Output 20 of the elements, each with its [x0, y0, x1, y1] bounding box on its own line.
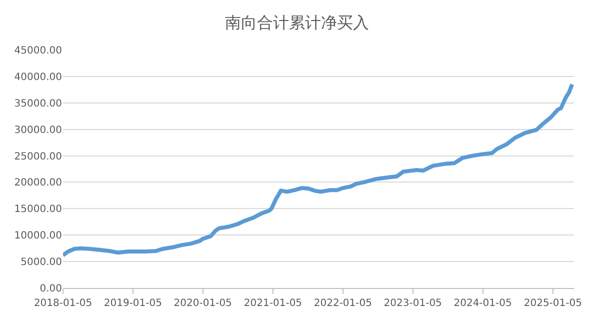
x-tick-label: 2018-01-05: [34, 298, 92, 309]
y-tick-label: 10000.00: [14, 230, 62, 242]
x-tick-label: 2022-01-05: [314, 298, 372, 309]
x-tick-label: 2020-01-05: [174, 298, 232, 309]
y-tick-label: 30000.00: [14, 124, 62, 136]
y-tick-label: 5000.00: [20, 257, 62, 268]
line-series: [63, 82, 574, 258]
y-tick-label: 35000.00: [14, 98, 62, 110]
y-tick-label: 25000.00: [14, 151, 62, 162]
chart-title: 南向合计累计净买入: [225, 13, 369, 32]
x-tick-label: 2019-01-05: [104, 298, 162, 309]
y-tick-label: 15000.00: [14, 204, 62, 216]
x-tick-label: 2021-01-05: [244, 298, 302, 309]
y-tick-label: 20000.00: [14, 178, 62, 189]
x-tick-label: 2025-01-05: [524, 298, 582, 309]
y-tick-label: 45000.00: [14, 46, 62, 56]
x-tick-label: 2023-01-05: [384, 298, 442, 309]
y-tick-label: 40000.00: [14, 72, 62, 83]
y-tick-label: 0.00: [40, 284, 62, 294]
x-tick-label: 2024-01-05: [454, 298, 512, 309]
